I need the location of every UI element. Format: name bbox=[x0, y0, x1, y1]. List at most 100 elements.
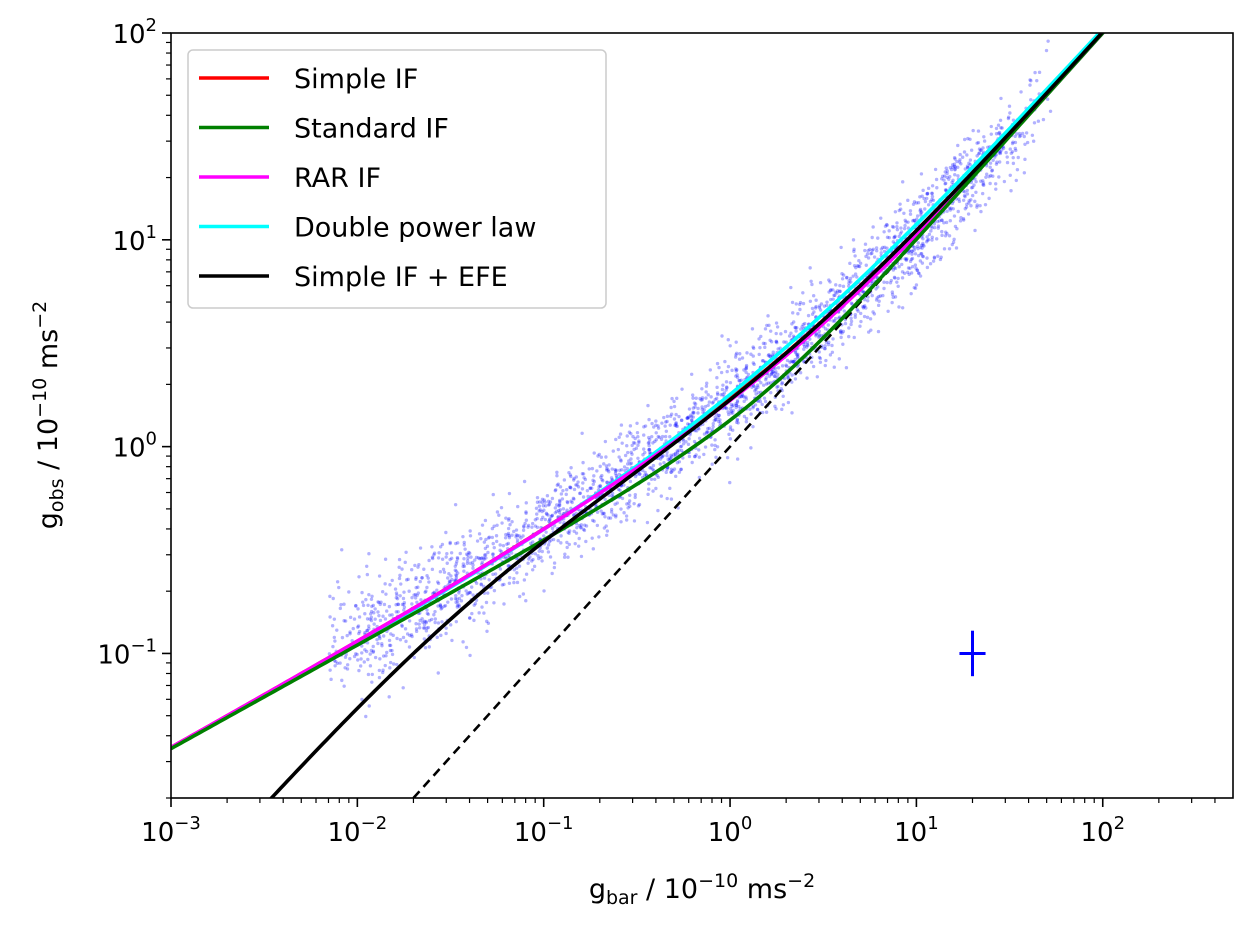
scatter-point bbox=[461, 562, 466, 566]
legend-item: Simple IF + EFE bbox=[199, 262, 508, 293]
scatter-point bbox=[449, 551, 454, 555]
scatter-point bbox=[780, 407, 784, 412]
scatter-point bbox=[936, 254, 940, 258]
scatter-point bbox=[674, 423, 678, 427]
scatter-point bbox=[856, 264, 861, 269]
scatter-point bbox=[527, 557, 531, 561]
scatter-point bbox=[643, 424, 648, 428]
scatter-point bbox=[911, 202, 916, 206]
scatter-point bbox=[793, 325, 797, 330]
scatter-point bbox=[430, 556, 435, 561]
scatter-point bbox=[357, 631, 361, 636]
scatter-point bbox=[465, 559, 470, 563]
scatter-point bbox=[871, 225, 875, 229]
scatter-point bbox=[567, 529, 572, 533]
scatter-point bbox=[932, 222, 937, 226]
scatter-point bbox=[829, 288, 833, 292]
scatter-point bbox=[805, 376, 809, 380]
scatter-point bbox=[737, 378, 741, 383]
scatter-point bbox=[400, 623, 404, 627]
scatter-point bbox=[955, 227, 959, 231]
scatter-point bbox=[728, 437, 733, 441]
scatter-point bbox=[343, 619, 348, 623]
scatter-point bbox=[690, 418, 694, 423]
scatter-point bbox=[903, 223, 907, 228]
scatter-point bbox=[852, 249, 856, 254]
scatter-point bbox=[742, 414, 747, 419]
scatter-point bbox=[620, 441, 624, 445]
scatter-point bbox=[638, 472, 642, 476]
scatter-point bbox=[817, 350, 821, 354]
scatter-point bbox=[590, 518, 595, 523]
scatter-point bbox=[507, 553, 511, 558]
scatter-point bbox=[686, 442, 691, 447]
scatter-point bbox=[751, 354, 755, 358]
scatter-point bbox=[394, 603, 398, 607]
scatter-point bbox=[453, 502, 458, 507]
tick-mantissa: 10 bbox=[112, 434, 145, 464]
scatter-point bbox=[678, 444, 683, 449]
scatter-point bbox=[656, 426, 661, 430]
scatter-point bbox=[436, 621, 441, 625]
scatter-point bbox=[498, 567, 503, 571]
scatter-point bbox=[1031, 139, 1036, 143]
scatter-point bbox=[1025, 140, 1030, 145]
scatter-point bbox=[976, 140, 981, 145]
scatter-point bbox=[414, 627, 419, 631]
scatter-point bbox=[700, 407, 704, 412]
scatter-point bbox=[388, 666, 392, 670]
scatter-point bbox=[802, 347, 806, 351]
scatter-point bbox=[668, 434, 672, 439]
scatter-point bbox=[881, 293, 885, 298]
scatter-point bbox=[675, 424, 679, 428]
scatter-point bbox=[457, 604, 461, 609]
scatter-point bbox=[636, 443, 640, 448]
scatter-point bbox=[971, 128, 975, 133]
scatter-point bbox=[751, 345, 755, 349]
scatter-point bbox=[887, 235, 891, 240]
scatter-point bbox=[567, 531, 571, 536]
scatter-point bbox=[620, 468, 624, 472]
scatter-point bbox=[672, 467, 677, 471]
scatter-point bbox=[700, 398, 704, 402]
scatter-point bbox=[863, 242, 868, 246]
scatter-point bbox=[450, 577, 454, 582]
scatter-point bbox=[833, 293, 837, 298]
scatter-point bbox=[590, 466, 595, 471]
scatter-point bbox=[331, 596, 335, 601]
scatter-point bbox=[811, 364, 816, 369]
scatter-point bbox=[354, 652, 358, 656]
scatter-point bbox=[1028, 83, 1032, 87]
scatter-point bbox=[555, 470, 559, 475]
scatter-point bbox=[458, 551, 462, 556]
scatter-point bbox=[403, 560, 407, 565]
scatter-point bbox=[793, 326, 798, 330]
scatter-point bbox=[408, 633, 412, 638]
scatter-point bbox=[550, 571, 554, 576]
scatter-point bbox=[369, 597, 374, 601]
scatter-point bbox=[735, 399, 740, 403]
scatter-point bbox=[656, 434, 660, 439]
scatter-point bbox=[416, 591, 421, 595]
scatter-point bbox=[766, 314, 770, 318]
scatter-point bbox=[472, 618, 476, 623]
scatter-point bbox=[610, 467, 614, 471]
scatter-point bbox=[367, 626, 371, 631]
scatter-point bbox=[390, 613, 394, 617]
scatter-point bbox=[606, 468, 610, 472]
scatter-point bbox=[466, 591, 470, 595]
series-line-standard bbox=[171, 33, 1106, 751]
scatter-point bbox=[801, 301, 806, 306]
scatter-point bbox=[817, 332, 821, 336]
scatter-point bbox=[838, 283, 842, 288]
y-label-base: g bbox=[33, 512, 64, 529]
scatter-point bbox=[744, 370, 748, 374]
scatter-point bbox=[483, 553, 488, 557]
scatter-point bbox=[848, 276, 853, 281]
scatter-point bbox=[604, 524, 608, 528]
tick-exponent: 0 bbox=[741, 813, 752, 834]
scatter-point bbox=[342, 684, 346, 688]
scatter-point bbox=[866, 256, 871, 260]
scatter-point bbox=[918, 259, 923, 263]
x-tick-label: 10−3 bbox=[141, 813, 201, 848]
